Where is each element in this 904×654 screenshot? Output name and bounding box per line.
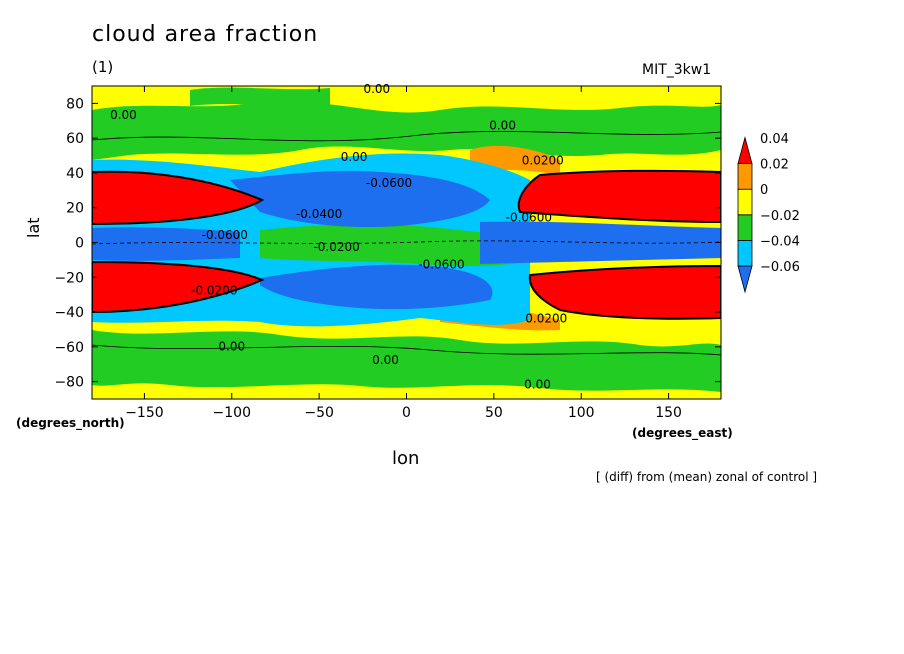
- blue-core-west: [92, 227, 240, 261]
- y-tick-label: 40: [66, 166, 84, 182]
- colorbar: −0.06 −0.04 −0.02 0 0.02 0.04: [737, 132, 800, 294]
- y-tick-label: −20: [54, 270, 84, 286]
- y-tick-label: 60: [66, 131, 84, 147]
- blue-core-south: [260, 264, 493, 310]
- x-axis-label: lon: [392, 448, 420, 469]
- x-tick-label: 150: [655, 405, 682, 421]
- x-axis: −150 −100 −50 0 50 100 150: [125, 86, 682, 421]
- colorbar-extend-high: [737, 136, 753, 165]
- x-tick-label: 50: [485, 405, 503, 421]
- chart-subtitle: (1): [92, 58, 114, 76]
- contour-label: 0.00: [372, 353, 399, 367]
- contour-label: 0.00: [110, 108, 137, 122]
- y-tick-label: −40: [54, 305, 84, 321]
- x-unit-right: (degrees_east): [632, 426, 733, 440]
- y-tick-label: 0: [75, 236, 84, 252]
- x-unit-left: (degrees_north): [16, 416, 125, 430]
- colorbar-label: −0.06: [760, 260, 800, 275]
- green-equatorial: [260, 224, 530, 267]
- x-tick-label: −50: [304, 405, 334, 421]
- colorbar-extend-low: [737, 265, 753, 294]
- colorbar-label: 0: [760, 183, 768, 198]
- contour-label: 0.0200: [525, 311, 567, 325]
- x-tick-label: −150: [125, 405, 163, 421]
- red-lobe-sw: [92, 260, 265, 314]
- colorbar-segment: [737, 163, 753, 190]
- y-tick-label: −80: [54, 375, 84, 391]
- y-tick-label: −60: [54, 340, 84, 356]
- northern-green-band: [92, 101, 721, 160]
- red-lobe-ne: [517, 169, 721, 224]
- contour-label: 0.00: [524, 378, 551, 392]
- contour-label: -0.0600: [366, 176, 412, 190]
- southern-green-band: [92, 330, 721, 392]
- colorbar-label: −0.02: [760, 209, 800, 224]
- colorbar-segment: [737, 188, 753, 216]
- colorbar-label: −0.04: [760, 234, 800, 249]
- y-tick-label: 80: [66, 96, 84, 112]
- x-tick-label: 100: [568, 405, 595, 421]
- contour-line-eq: [92, 240, 721, 245]
- contour-field: [92, 86, 721, 399]
- y-tick-label: 20: [66, 201, 84, 217]
- x-tick-label: 0: [402, 405, 411, 421]
- contour-label: 0.00: [489, 118, 516, 132]
- model-label: MIT_3kw1: [642, 62, 712, 78]
- contour-label: 0.00: [363, 82, 390, 96]
- south-green-patch: [600, 352, 721, 376]
- north-green-patch: [190, 87, 330, 107]
- y-axis-label: lat: [24, 217, 43, 238]
- x-tick-label: −100: [213, 405, 251, 421]
- contour-label: -0.0200: [313, 240, 359, 254]
- colorbar-label: 0.04: [760, 132, 789, 147]
- contour-line-s1: [92, 344, 721, 356]
- contour-label: 0.0200: [522, 153, 564, 167]
- contour-label: 0.00: [218, 339, 245, 353]
- contour-label: -0.0600: [418, 258, 464, 272]
- blue-core-east: [480, 221, 721, 264]
- y-axis: 80 60 40 20 0 −20 −40 −60 −80: [54, 96, 721, 391]
- contour-line-n1: [92, 131, 721, 142]
- red-lobe-se: [528, 264, 721, 320]
- colorbar-segment: [737, 239, 753, 267]
- contour-label: -0.0200: [191, 284, 237, 298]
- colorbar-segment: [737, 214, 753, 241]
- contour-label: -0.0600: [202, 228, 248, 242]
- footnote: [ (diff) from (mean) zonal of control ]: [596, 470, 818, 484]
- blue-core-north: [230, 170, 490, 228]
- chart-title: cloud area fraction: [92, 22, 319, 47]
- contour-labels: 0.00 0.00 0.00 0.00 0.0200 -0.0600 -0.0400 -0.0…: [110, 82, 567, 392]
- contour-label: -0.0600: [506, 211, 552, 225]
- contour-label: -0.0400: [296, 207, 342, 221]
- red-lobe-nw: [92, 170, 265, 226]
- contour-label: 0.00: [341, 150, 368, 164]
- colorbar-label: 0.02: [760, 158, 789, 173]
